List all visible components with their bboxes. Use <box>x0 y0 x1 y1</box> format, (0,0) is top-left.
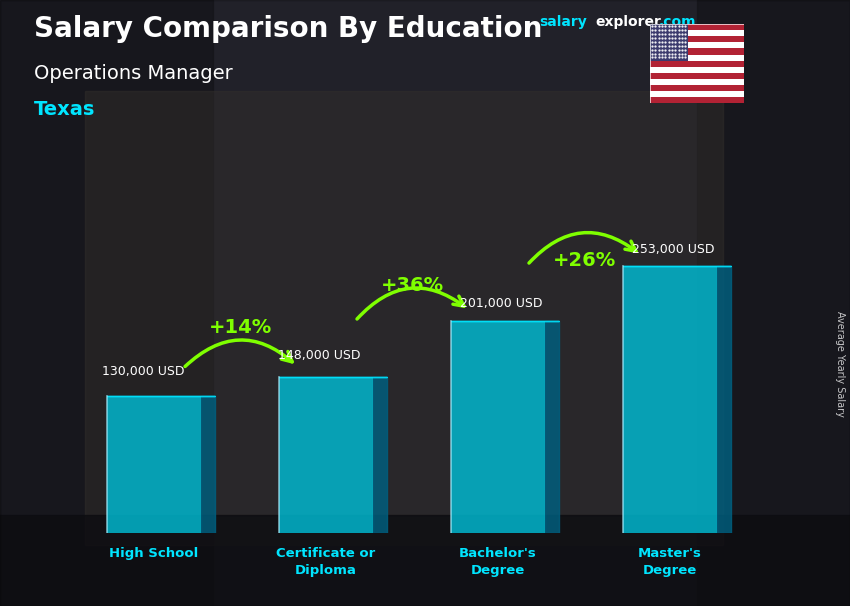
Text: Operations Manager: Operations Manager <box>34 64 233 82</box>
Bar <box>0 515 850 606</box>
Text: .com: .com <box>659 15 696 29</box>
Bar <box>650 36 744 42</box>
Bar <box>650 30 744 36</box>
Text: Average Yearly Salary: Average Yearly Salary <box>835 311 845 416</box>
Polygon shape <box>201 396 215 533</box>
Text: +14%: +14% <box>208 318 272 337</box>
Bar <box>650 91 744 97</box>
Bar <box>650 24 688 61</box>
FancyArrowPatch shape <box>529 233 636 263</box>
FancyArrowPatch shape <box>357 288 464 319</box>
Text: 201,000 USD: 201,000 USD <box>460 297 542 310</box>
Polygon shape <box>373 377 387 533</box>
Text: Salary Comparison By Education: Salary Comparison By Education <box>34 15 542 43</box>
Bar <box>650 97 744 103</box>
Bar <box>650 42 744 48</box>
Text: Texas: Texas <box>34 100 95 119</box>
Text: 253,000 USD: 253,000 USD <box>632 244 715 256</box>
Bar <box>697 0 850 606</box>
Text: explorer: explorer <box>595 15 661 29</box>
Bar <box>623 266 717 533</box>
Text: +26%: +26% <box>552 251 615 270</box>
Bar <box>0 0 212 606</box>
Bar <box>650 67 744 73</box>
Bar <box>650 24 744 30</box>
Bar <box>650 85 744 91</box>
Bar <box>450 321 546 533</box>
Polygon shape <box>546 321 559 533</box>
Bar <box>85 91 722 545</box>
Text: 130,000 USD: 130,000 USD <box>103 365 185 378</box>
Text: +36%: +36% <box>381 276 444 295</box>
Bar <box>650 79 744 85</box>
Polygon shape <box>717 266 731 533</box>
FancyArrowPatch shape <box>185 340 292 367</box>
Bar <box>279 377 373 533</box>
Bar <box>650 73 744 79</box>
Bar <box>107 396 201 533</box>
Bar <box>650 61 744 67</box>
Bar <box>650 48 744 55</box>
Text: salary: salary <box>540 15 587 29</box>
Bar <box>650 55 744 61</box>
Text: 148,000 USD: 148,000 USD <box>278 349 360 362</box>
